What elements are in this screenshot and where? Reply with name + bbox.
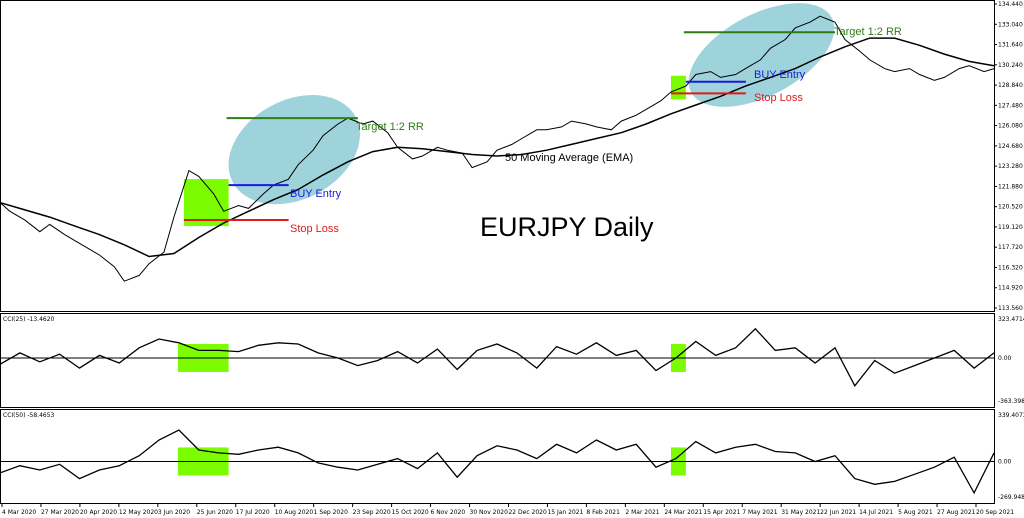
date-tick-label: 15 Jan 2021 (547, 509, 583, 516)
ema-series (0, 37, 995, 258)
cci50-panel (0, 409, 995, 504)
ema-annotation: 50 Moving Average (EMA) (505, 152, 633, 164)
price-tick-label: 128.840 (998, 82, 1023, 89)
date-tick-label: 5 Aug 2021 (898, 509, 933, 516)
date-tick-label: 6 Nov 2020 (431, 509, 466, 516)
entry-zone-1 (183, 179, 229, 227)
date-tick-label: 2 Mar 2021 (625, 509, 659, 516)
chart-title: EURJPY Daily (480, 212, 654, 242)
date-tick-label: 4 Mar 2020 (2, 509, 36, 516)
price-tick-label: 124.680 (998, 143, 1023, 150)
price-panel (0, 0, 995, 312)
date-tick-label: 31 May 2021 (781, 509, 820, 516)
date-tick-label: 7 May 2021 (742, 509, 777, 516)
cci25-label: CCI(25) -13.4620 (3, 316, 55, 323)
target-label-2: Target 1:2 RR (834, 26, 902, 38)
profit-ellipse-2 (688, 3, 835, 107)
date-tick-label: 8 Feb 2021 (586, 509, 620, 516)
date-tick-label: 12 May 2020 (119, 509, 158, 516)
buy-entry-label-1: BUY Entry (290, 188, 342, 200)
date-tick-label: 25 Jun 2020 (197, 509, 233, 516)
date-tick-label: 23 Sep 2020 (353, 509, 391, 516)
cci50-label: CCI(50) -58.4653 (3, 412, 55, 419)
cci-tick-label: 0.00 (998, 355, 1012, 362)
date-tick-label: 17 Jul 2020 (236, 509, 270, 516)
price-tick-label: 123.280 (998, 163, 1023, 170)
price-tick-label: 120.520 (998, 204, 1023, 211)
date-tick-label: 20 Sep 2021 (976, 509, 1014, 516)
price-tick-label: 134.440 (998, 1, 1023, 8)
date-tick-label: 22 Dec 2020 (508, 509, 547, 516)
price-tick-label: 126.080 (998, 123, 1023, 130)
cci-series-2 (0, 429, 995, 495)
date-tick-label: 10 Aug 2020 (275, 509, 314, 516)
date-tick-label: 24 Mar 2021 (664, 509, 702, 516)
price-tick-label: 133.040 (998, 21, 1023, 28)
price-tick-label: 114.920 (998, 285, 1023, 292)
price-tick-label: 113.560 (998, 305, 1023, 312)
price-tick-label: 121.880 (998, 183, 1023, 190)
price-tick-label: 117.720 (998, 244, 1023, 251)
date-tick-label: 1 Sep 2020 (314, 509, 348, 516)
cci25-panel (0, 313, 995, 408)
date-tick-label: 15 Apr 2021 (703, 509, 740, 516)
date-tick-label: 30 Nov 2020 (470, 509, 509, 516)
price-tick-label: 131.640 (998, 42, 1023, 49)
cci-tick-label: -363.3985 (998, 398, 1024, 405)
date-tick-label: 20 Apr 2020 (80, 509, 117, 516)
price-tick-label: 127.480 (998, 102, 1023, 109)
cci-tick-label: 0.00 (998, 458, 1012, 465)
date-tick-label: 27 Aug 2021 (937, 509, 976, 516)
date-tick-label: 27 Mar 2020 (41, 509, 79, 516)
price-series (0, 15, 995, 282)
entry-zone-2 (670, 75, 686, 100)
stop-loss-label-1: Stop Loss (290, 223, 339, 235)
cci-tick-label: 339.4073 (998, 412, 1024, 419)
buy-entry-label-2: BUY Entry (754, 69, 806, 81)
target-label-1: Target 1:2 RR (356, 121, 424, 133)
cci-tick-label: 323.4714 (998, 316, 1024, 323)
stop-loss-label-2: Stop Loss (754, 92, 803, 104)
date-tick-label: 3 Jun 2020 (158, 509, 190, 516)
profit-ellipse-1 (228, 95, 360, 205)
date-tick-label: 15 Oct 2020 (392, 509, 429, 516)
price-tick-label: 130.240 (998, 62, 1023, 69)
price-tick-label: 119.120 (998, 224, 1023, 231)
price-tick-label: 116.320 (998, 264, 1023, 271)
cci-series-1 (0, 327, 995, 387)
date-tick-label: 22 Jun 2021 (820, 509, 856, 516)
date-tick-label: 14 Jul 2021 (859, 509, 893, 516)
